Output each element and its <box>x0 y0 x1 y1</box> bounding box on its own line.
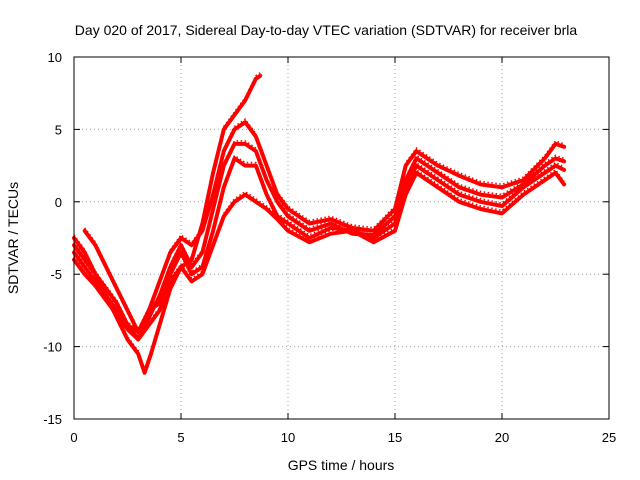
x-tick-label: 25 <box>602 430 616 445</box>
x-tick-label: 0 <box>70 430 77 445</box>
y-tick-label: 10 <box>48 50 62 65</box>
x-axis-ticks: 0 5 10 15 20 25 <box>70 57 616 445</box>
plot-frame <box>73 56 610 420</box>
series-group <box>72 72 567 375</box>
y-tick-label: -5 <box>50 267 62 282</box>
y-axis-ticks: -15 -10 -5 0 5 10 <box>43 50 609 427</box>
series-markers-3 <box>73 140 565 338</box>
series-line-4 <box>72 156 567 335</box>
series-markers-5 <box>73 168 565 338</box>
y-axis-label: SDTVAR / TECUs <box>5 182 21 294</box>
chart-title: Day 020 of 2017, Sidereal Day-to-day VTE… <box>75 22 578 38</box>
series-markers-4 <box>73 154 565 331</box>
x-tick-label: 10 <box>281 430 295 445</box>
grid-lines <box>74 57 609 419</box>
series-line-5 <box>72 170 567 342</box>
y-tick-label: -10 <box>43 340 62 355</box>
x-tick-label: 15 <box>388 430 402 445</box>
y-tick-label: -15 <box>43 412 62 427</box>
series-line-1 <box>72 73 263 375</box>
x-axis-label: GPS time / hours <box>288 457 395 473</box>
y-tick-label: 5 <box>55 122 62 137</box>
y-tick-label: 0 <box>55 195 62 210</box>
x-tick-label: 20 <box>495 430 509 445</box>
x-tick-label: 5 <box>177 430 184 445</box>
